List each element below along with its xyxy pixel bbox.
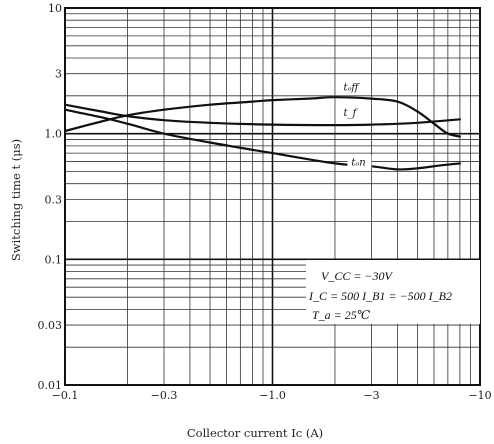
curve-label: tₒff [344,83,361,94]
curve-label: t_f [344,108,359,119]
y-tick-label: 0.3 [45,193,63,206]
curves [63,96,461,171]
conditions-box-frame [306,260,480,324]
y-tick-label: 0.01 [38,379,63,392]
condition-ic: I_C = 500 I_B1 = −500 I_B2 [308,289,452,303]
x-tick-label: −1.0 [259,389,286,402]
y-tick-label: 10 [48,2,62,15]
x-tick-label: −10 [468,389,491,402]
curve-toff [63,96,461,138]
curve-label-bg [339,80,364,94]
x-tick-label: −0.3 [151,389,178,402]
condition-vcc: V_CC = −30V [321,269,394,283]
y-tick-label: 0.03 [38,319,63,332]
curve-ton [63,108,461,171]
condition-ta: T_a = 25℃ [312,308,371,322]
conditions-box: V_CC = −30V I_C = 500 I_B1 = −500 I_B2 T… [306,260,480,324]
y-axis-title: Switching time t (μs) [9,139,23,261]
x-tick-label: −0.1 [52,389,79,402]
curve-labels: tₒff t_f tₒn [339,80,372,169]
tick-labels: −0.1 −0.3 −1.0 −3 −10 0.01 0.03 0.1 0.3 1.0 3 10 [38,2,492,402]
plot-frame [64,7,481,386]
curve-label: tₒn [351,157,365,168]
x-axis-title: Collector current Ic (A) [187,426,323,440]
curve-label-bg [339,106,364,120]
grid-lines [64,7,481,386]
curve-tf [63,103,461,127]
y-tick-label: 0.1 [45,253,63,266]
y-tick-label: 3 [55,68,62,81]
x-tick-label: −3 [363,389,379,402]
y-tick-label: 1.0 [45,128,63,141]
curve-label-bg [347,155,372,169]
